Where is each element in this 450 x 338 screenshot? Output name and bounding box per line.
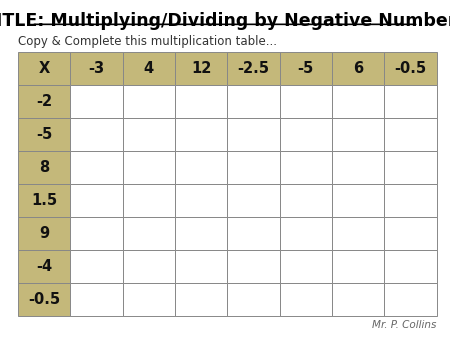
Bar [18,86,70,118]
Bar [70,52,122,86]
Text: 9: 9 [39,226,49,241]
Bar [384,217,436,250]
Bar [122,184,175,217]
Bar [70,250,122,283]
Bar [70,283,122,316]
Bar [18,283,70,316]
Text: 4: 4 [144,62,154,76]
Bar [122,151,175,184]
Bar [279,151,332,184]
Bar [384,118,436,151]
Bar [70,118,122,151]
Bar [18,52,70,86]
Bar [227,184,279,217]
Bar [384,184,436,217]
Bar [279,118,332,151]
Bar [279,217,332,250]
Bar [18,184,70,217]
Bar [18,250,70,283]
Bar [279,283,332,316]
Bar [279,52,332,86]
Bar [122,52,175,86]
Bar [227,217,279,250]
Text: TITLE: Multiplying/Dividing by Negative Numbers: TITLE: Multiplying/Dividing by Negative … [0,12,450,30]
Bar [332,283,384,316]
Bar [332,118,384,151]
Text: -0.5: -0.5 [394,62,427,76]
Bar [122,86,175,118]
Text: -2: -2 [36,94,52,109]
Text: 12: 12 [191,62,211,76]
Bar [227,283,279,316]
Text: 1.5: 1.5 [31,193,57,208]
Bar [175,250,227,283]
Bar [70,184,122,217]
Bar [122,217,175,250]
Bar [227,151,279,184]
Bar [175,118,227,151]
Bar [18,217,70,250]
Bar [227,52,279,86]
Text: -3: -3 [88,62,104,76]
Text: -0.5: -0.5 [28,292,60,307]
Bar [70,86,122,118]
Text: 6: 6 [353,62,363,76]
Text: 8: 8 [39,160,50,175]
Bar [384,86,436,118]
Bar [227,250,279,283]
Bar [332,86,384,118]
Bar [70,217,122,250]
Text: -4: -4 [36,259,52,274]
Bar [279,250,332,283]
Bar [384,52,436,86]
Bar [122,250,175,283]
Bar [18,118,70,151]
Bar [175,217,227,250]
Bar [175,151,227,184]
Bar [384,250,436,283]
Bar [227,118,279,151]
Text: -5: -5 [36,127,52,142]
Bar [175,184,227,217]
Bar [175,283,227,316]
Text: -2.5: -2.5 [238,62,270,76]
Bar [227,86,279,118]
Bar [332,217,384,250]
Bar [70,151,122,184]
Text: Mr. P. Collins: Mr. P. Collins [372,319,436,330]
Text: -5: -5 [297,62,314,76]
Bar [175,86,227,118]
Bar [384,151,436,184]
Bar [384,283,436,316]
Bar [332,52,384,86]
Text: Copy & Complete this multiplication table...: Copy & Complete this multiplication tabl… [18,35,277,48]
Bar [175,52,227,86]
Bar [279,86,332,118]
Bar [332,250,384,283]
Bar [18,151,70,184]
Bar [122,118,175,151]
Text: X: X [39,62,50,76]
Bar [122,283,175,316]
Bar [332,151,384,184]
Bar [279,184,332,217]
Bar [332,184,384,217]
